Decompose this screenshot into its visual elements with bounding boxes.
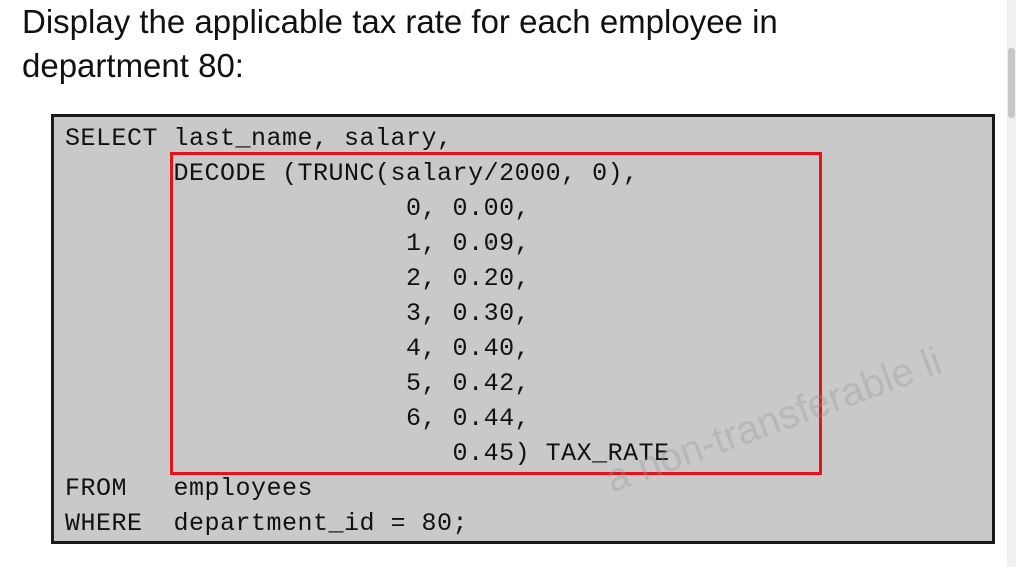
code-line-select: SELECT last_name, salary, <box>65 124 453 153</box>
code-line-case-4: 4, 0.40, <box>65 334 531 363</box>
scrollbar-thumb[interactable] <box>1008 48 1015 118</box>
code-line-from: FROM employees <box>65 474 314 503</box>
code-line-default: 0.45) TAX_RATE <box>65 439 670 468</box>
code-line-decode: DECODE (TRUNC(salary/2000, 0), <box>65 159 639 188</box>
vertical-scrollbar[interactable] <box>1007 0 1016 567</box>
slide-heading: Display the applicable tax rate for each… <box>22 0 982 88</box>
code-line-case-3: 3, 0.30, <box>65 299 531 328</box>
code-line-case-2: 2, 0.20, <box>65 264 531 293</box>
code-line-where: WHERE department_id = 80; <box>65 509 469 538</box>
code-line-case-1: 1, 0.09, <box>65 229 531 258</box>
code-line-case-0: 0, 0.00, <box>65 194 531 223</box>
heading-line-1: Display the applicable tax rate for each… <box>22 3 778 40</box>
code-line-case-5: 5, 0.42, <box>65 369 531 398</box>
code-line-case-6: 6, 0.44, <box>65 404 531 433</box>
hand-cursor-icon: ☝ <box>485 237 494 253</box>
heading-line-2: department 80: <box>22 47 244 84</box>
